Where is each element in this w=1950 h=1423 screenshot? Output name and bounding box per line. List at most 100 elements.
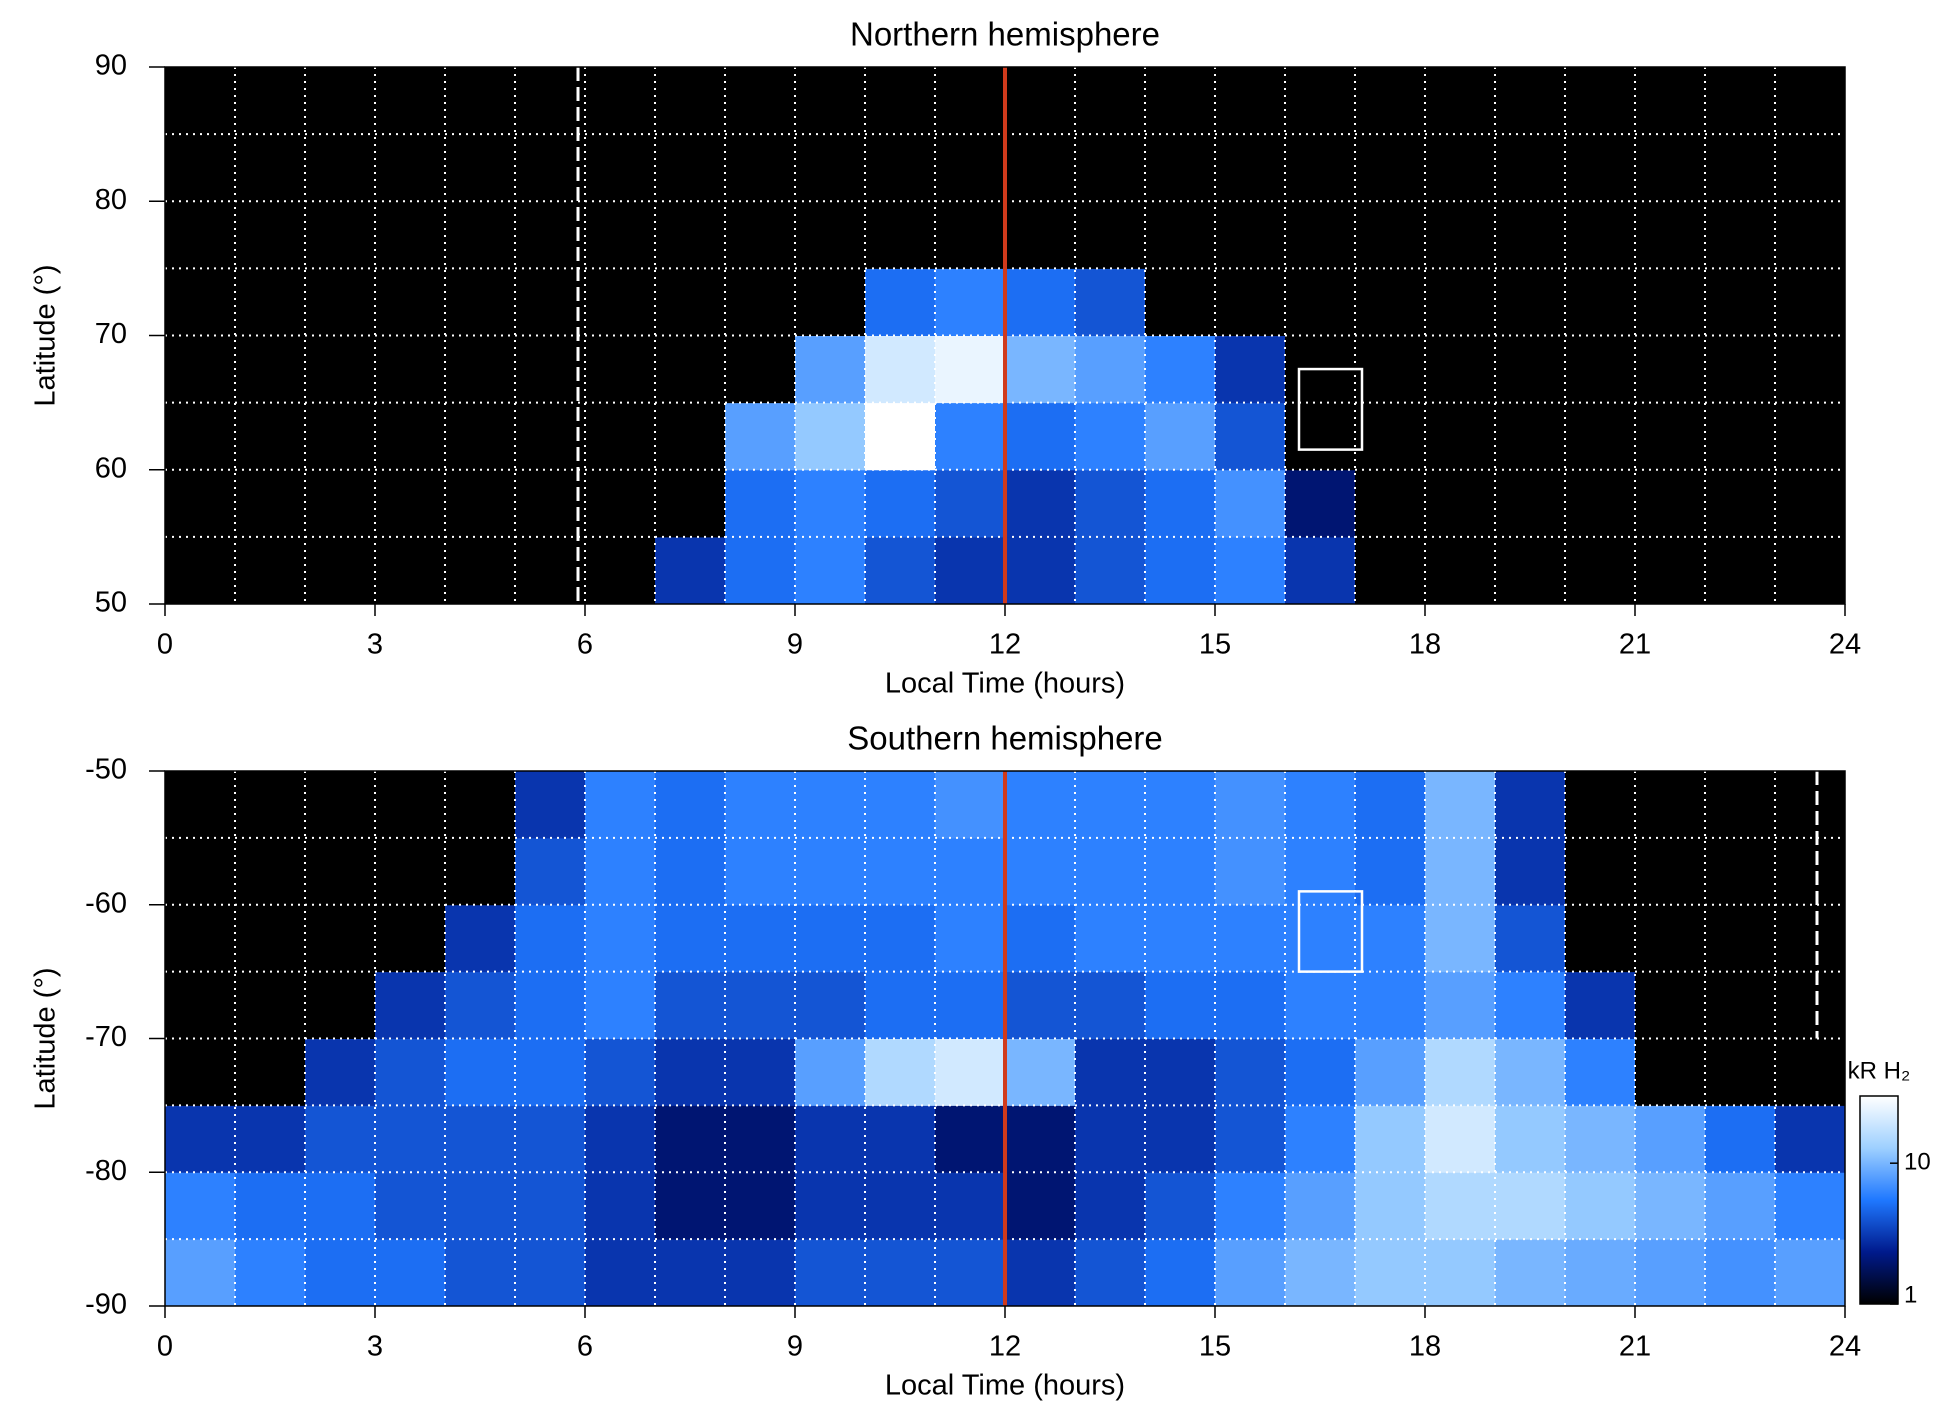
heatmap-cell [1075,1172,1146,1240]
y-tick-label: -80 [85,1155,127,1187]
heatmap-cell [655,771,726,839]
heatmap-cell [165,904,236,973]
x-tick-label: 3 [367,629,383,661]
heatmap-cell [375,268,446,336]
y-axis-label: Latitude (°) [30,967,62,1109]
heatmap-cell [795,771,866,839]
heatmap-cell [795,134,866,202]
heatmap-cell [1425,201,1496,269]
heatmap-cell [1285,201,1356,269]
x-tick-label: 12 [989,1331,1021,1363]
heatmap-cell [1425,134,1496,202]
heatmap-cell [375,469,446,538]
heatmap-cell [1425,837,1496,906]
heatmap-cell [1075,67,1146,135]
y-tick-label: 80 [95,184,127,216]
heatmap-cell [1425,904,1496,973]
heatmap-cell [165,1172,236,1240]
heatmap-cell [165,402,236,471]
heatmap-cell [1775,904,1846,973]
heatmap-cell [1145,1105,1216,1173]
heatmap-cell [935,536,1006,605]
heatmap-cell [1145,1038,1216,1106]
heatmap-cell [1215,837,1286,906]
x-tick-label: 18 [1409,629,1441,661]
x-tick-label: 21 [1619,629,1651,661]
y-tick-label: 90 [95,50,127,82]
heatmap-cell [445,771,516,839]
heatmap-cell [1145,1239,1216,1307]
heatmap-cell [445,268,516,336]
heatmap-cell [1285,904,1356,973]
heatmap-cell [1775,1172,1846,1240]
y-tick-label: 60 [95,452,127,484]
heatmap-cell [1635,971,1706,1039]
heatmap-cell [725,1239,796,1307]
heatmap-cell [375,1105,446,1173]
heatmap-cell [1215,1172,1286,1240]
heatmap-cell [305,904,376,973]
heatmap-cell [1705,1105,1776,1173]
heatmap-cell [1075,904,1146,973]
heatmap-cell [865,201,936,269]
heatmap-cell [1705,402,1776,471]
heatmap-cell [1705,837,1776,906]
heatmap-cell [795,971,866,1039]
heatmap-cell [305,837,376,906]
heatmap-cell [375,771,446,839]
heatmap-cell [1145,904,1216,973]
heatmap-cell [585,402,656,471]
heatmap-cell [1145,771,1216,839]
heatmap-cell [725,201,796,269]
heatmap-cell [1075,536,1146,605]
heatmap-cell [1215,904,1286,973]
heatmap-cell [375,1239,446,1307]
heatmap-cell [1775,469,1846,538]
heatmap-cell [935,335,1006,404]
heatmap-cell [1495,1239,1566,1307]
heatmap-cell [1635,201,1706,269]
heatmap-cell [1495,402,1566,471]
heatmap-cell [445,335,516,404]
heatmap-cell [935,469,1006,538]
heatmap-cell [655,1239,726,1307]
heatmap-cell [1495,134,1566,202]
heatmap-cell [795,268,866,336]
x-tick-label: 12 [989,629,1021,661]
x-tick-label: 3 [367,1331,383,1363]
heatmap-cell [1355,1038,1426,1106]
heatmap-cell [725,67,796,135]
heatmap-cell [1285,67,1356,135]
heatmap-cell [445,67,516,135]
heatmap-cell [655,837,726,906]
heatmap-cell [515,469,586,538]
x-tick-label: 24 [1829,1331,1861,1363]
heatmap-cell [1285,1172,1356,1240]
heatmap-cell [725,134,796,202]
heatmap-cell [1285,1105,1356,1173]
heatmap-cell [655,1105,726,1173]
heatmap-cell [445,1239,516,1307]
heatmap-cell [235,771,306,839]
heatmap-cell [795,1239,866,1307]
heatmap-cell [655,402,726,471]
heatmap-cell [1355,536,1426,605]
heatmap-cell [655,469,726,538]
heatmap-cell [235,268,306,336]
heatmap-cell [1005,1239,1076,1307]
heatmap-cell [935,971,1006,1039]
heatmap-cell [1495,67,1566,135]
heatmap-cell [725,1105,796,1173]
heatmap-cell [375,335,446,404]
heatmap-cell [1705,536,1776,605]
heatmap-cell [305,536,376,605]
heatmap-cell [235,904,306,973]
heatmap-cell [1635,1239,1706,1307]
heatmap-cell [1565,771,1636,839]
heatmap-cell [1215,1239,1286,1307]
heatmap-cell [1425,1172,1496,1240]
heatmap-cell [515,67,586,135]
heatmap-cell [1285,971,1356,1039]
heatmap-cell [305,1105,376,1173]
heatmap-cell [1005,134,1076,202]
